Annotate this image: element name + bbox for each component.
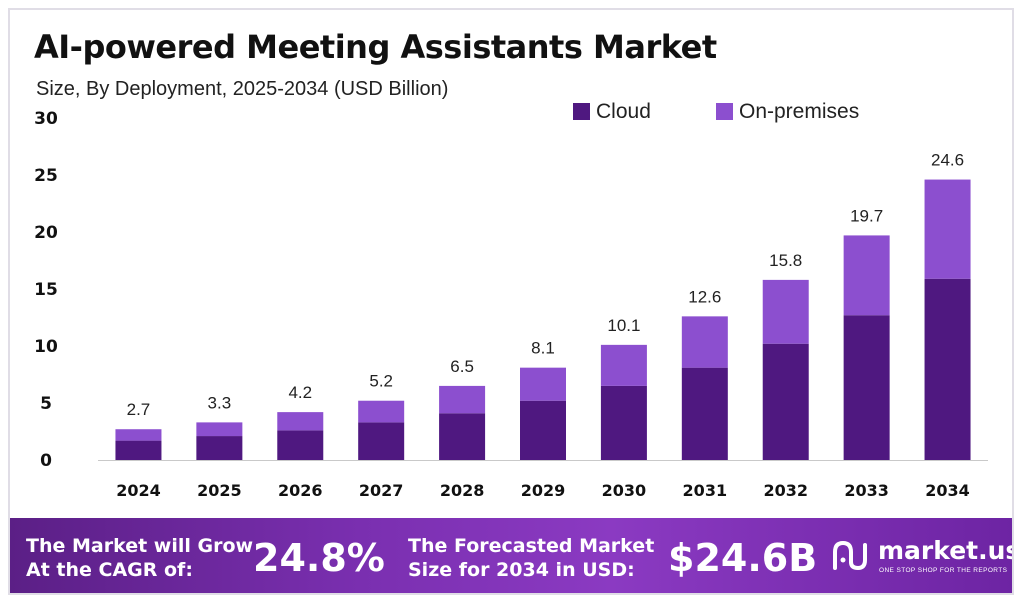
x-tick-label: 2027 — [359, 481, 404, 500]
brand-name: market.us — [878, 536, 1014, 565]
cagr-label: The Market will Grow At the CAGR of: — [26, 534, 253, 582]
x-tick-label: 2028 — [440, 481, 485, 500]
y-axis: 0 5 10 15 20 25 30 — [34, 109, 58, 471]
summary-banner: The Market will Grow At the CAGR of: 24.… — [10, 518, 1012, 593]
y-tick-label: 25 — [34, 166, 58, 186]
bars: 2.7 3.3 4.2 5.2 6.5 8.1 10.1 12.6 15.8 19.7 24.6 — [115, 151, 971, 460]
y-tick-label: 5 — [40, 394, 52, 414]
chart-title: AI-powered Meeting Assistants Market — [34, 28, 717, 66]
chart-subtitle: Size, By Deployment, 2025-2034 (USD Bill… — [36, 78, 449, 100]
bar-total-label: 19.7 — [850, 206, 883, 225]
bar-cloud — [681, 367, 728, 460]
y-tick-label: 0 — [40, 451, 52, 471]
bar-on-premises — [196, 422, 243, 437]
bar-total-label: 5.2 — [369, 372, 393, 391]
bar-cloud — [843, 315, 890, 460]
forecast-label: The Forecasted Market Size for 2034 in U… — [408, 534, 654, 582]
bar-cloud — [115, 440, 162, 460]
bar-on-premises — [439, 385, 486, 414]
bar-on-premises — [843, 235, 890, 316]
forecast-value: $24.6B — [668, 536, 818, 580]
y-tick-label: 30 — [34, 109, 58, 129]
bar-total-label: 8.1 — [531, 339, 555, 358]
legend-swatch-cloud — [573, 103, 590, 120]
bar-cloud — [762, 343, 809, 460]
cagr-label-line1: The Market will Grow — [26, 535, 254, 557]
bar-on-premises — [762, 279, 809, 344]
brand-tagline: ONE STOP SHOP FOR THE REPORTS — [879, 567, 1008, 574]
x-axis: 2024 2025 2026 2027 2028 2029 2030 2031 2032 2033… — [98, 460, 988, 500]
x-tick-label: 2031 — [683, 481, 728, 500]
x-tick-label: 2034 — [925, 481, 970, 500]
x-tick-label: 2033 — [844, 481, 889, 500]
x-tick-label: 2030 — [602, 481, 647, 500]
bar-on-premises — [115, 429, 162, 441]
bar-cloud — [520, 400, 566, 460]
forecast-label-line2: Size for 2034 in USD: — [408, 559, 635, 581]
legend: Cloud On-premises — [573, 100, 859, 123]
bar-total-label: 6.5 — [450, 357, 474, 376]
bar-cloud — [600, 385, 647, 460]
bar-total-label: 3.3 — [208, 393, 232, 412]
y-tick-label: 10 — [34, 337, 58, 357]
y-tick-label: 20 — [34, 223, 58, 243]
y-tick-label: 15 — [34, 280, 58, 300]
bar-cloud — [924, 278, 971, 460]
bar-cloud — [196, 436, 243, 460]
forecast-label-line1: The Forecasted Market — [408, 535, 655, 557]
bar-cloud — [277, 430, 324, 460]
bar-on-premises — [924, 179, 971, 279]
cagr-value: 24.8% — [253, 536, 385, 580]
bar-on-premises — [681, 316, 728, 368]
bar-on-premises — [358, 400, 405, 423]
bar-cloud — [439, 413, 486, 460]
bar-on-premises — [600, 344, 647, 386]
x-tick-label: 2032 — [763, 481, 808, 500]
x-tick-label: 2026 — [278, 481, 323, 500]
legend-label-cloud: Cloud — [596, 100, 651, 123]
bar-on-premises — [277, 412, 324, 431]
x-tick-label: 2024 — [116, 481, 161, 500]
chart-frame: AI-powered Meeting Assistants Market Siz… — [8, 8, 1014, 595]
legend-swatch-on-premises — [716, 103, 733, 120]
bar-total-label: 12.6 — [688, 287, 721, 306]
bar-total-label: 10.1 — [607, 316, 640, 335]
bar-total-label: 15.8 — [769, 251, 802, 270]
cagr-label-line2: At the CAGR of: — [26, 559, 193, 581]
x-tick-label: 2025 — [197, 481, 242, 500]
bar-total-label: 2.7 — [127, 400, 151, 419]
bar-total-label: 24.6 — [931, 151, 964, 170]
market-us-logo-icon — [833, 540, 867, 570]
x-tick-label: 2029 — [521, 481, 566, 500]
bar-cloud — [358, 422, 405, 460]
legend-label-on-premises: On-premises — [739, 100, 859, 123]
bar-on-premises — [520, 367, 566, 401]
bar-total-label: 4.2 — [288, 383, 312, 402]
